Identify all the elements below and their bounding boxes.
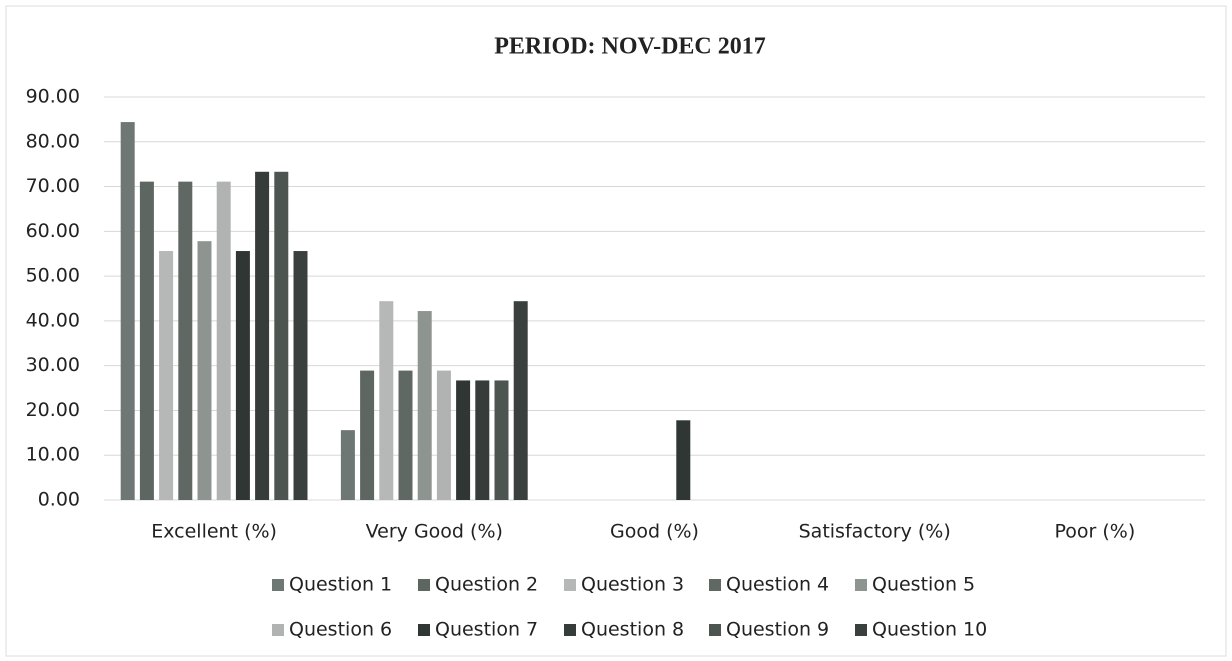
- y-tick-label: 10.00: [26, 444, 80, 466]
- bar: [178, 181, 193, 500]
- legend-label: Question 9: [726, 619, 829, 641]
- legend-swatch: [418, 624, 430, 636]
- bar: [274, 171, 289, 501]
- y-tick-label: 30.00: [26, 354, 80, 376]
- y-tick-label: 70.00: [26, 175, 80, 197]
- bar: [235, 251, 250, 500]
- y-tick-label: 40.00: [26, 309, 80, 331]
- bar: [417, 311, 432, 500]
- legend-label: Question 1: [289, 574, 392, 596]
- x-tick-label: Poor (%): [1055, 521, 1136, 543]
- bar: [340, 430, 355, 500]
- legend-label: Question 2: [435, 574, 538, 596]
- legend-swatch: [272, 624, 284, 636]
- x-tick-label: Good (%): [610, 521, 699, 543]
- bar: [513, 301, 528, 500]
- legend-label: Question 6: [289, 619, 392, 641]
- legend-swatch: [418, 579, 430, 591]
- bar: [216, 181, 231, 500]
- y-tick-label: 90.00: [26, 86, 80, 108]
- bar: [120, 122, 135, 500]
- bar: [398, 370, 413, 500]
- bar: [255, 171, 270, 501]
- legend-label: Question 8: [581, 619, 684, 641]
- x-tick-label: Very Good (%): [366, 521, 503, 543]
- legend-swatch: [855, 624, 867, 636]
- legend-swatch: [564, 624, 576, 636]
- x-tick-label: Satisfactory (%): [799, 521, 951, 543]
- legend-swatch: [855, 579, 867, 591]
- bar: [379, 301, 394, 500]
- y-tick-label: 0.00: [38, 489, 80, 511]
- chart-frame: [5, 5, 1227, 657]
- bar: [139, 181, 154, 500]
- legend-label: Question 5: [872, 574, 975, 596]
- bar: [436, 370, 451, 500]
- legend-label: Question 4: [726, 574, 829, 596]
- legend-label: Question 3: [581, 574, 684, 596]
- bar: [293, 251, 308, 500]
- bar: [494, 380, 509, 500]
- legend-swatch: [709, 579, 721, 591]
- legend-label: Question 10: [872, 619, 987, 641]
- y-tick-label: 20.00: [26, 399, 80, 421]
- legend-swatch: [709, 624, 721, 636]
- y-tick-label: 80.00: [26, 130, 80, 152]
- bar: [360, 370, 375, 500]
- bar: [456, 380, 471, 500]
- y-tick-label: 50.00: [26, 265, 80, 287]
- bar: [475, 380, 490, 500]
- bar: [159, 251, 174, 500]
- legend-swatch: [564, 579, 576, 591]
- bar: [676, 420, 691, 500]
- x-tick-label: Excellent (%): [151, 521, 277, 543]
- legend-label: Question 7: [435, 619, 538, 641]
- bar: [197, 241, 212, 500]
- legend-swatch: [272, 579, 284, 591]
- y-tick-label: 60.00: [26, 220, 80, 242]
- chart-title: PERIOD: NOV-DEC 2017: [494, 34, 766, 60]
